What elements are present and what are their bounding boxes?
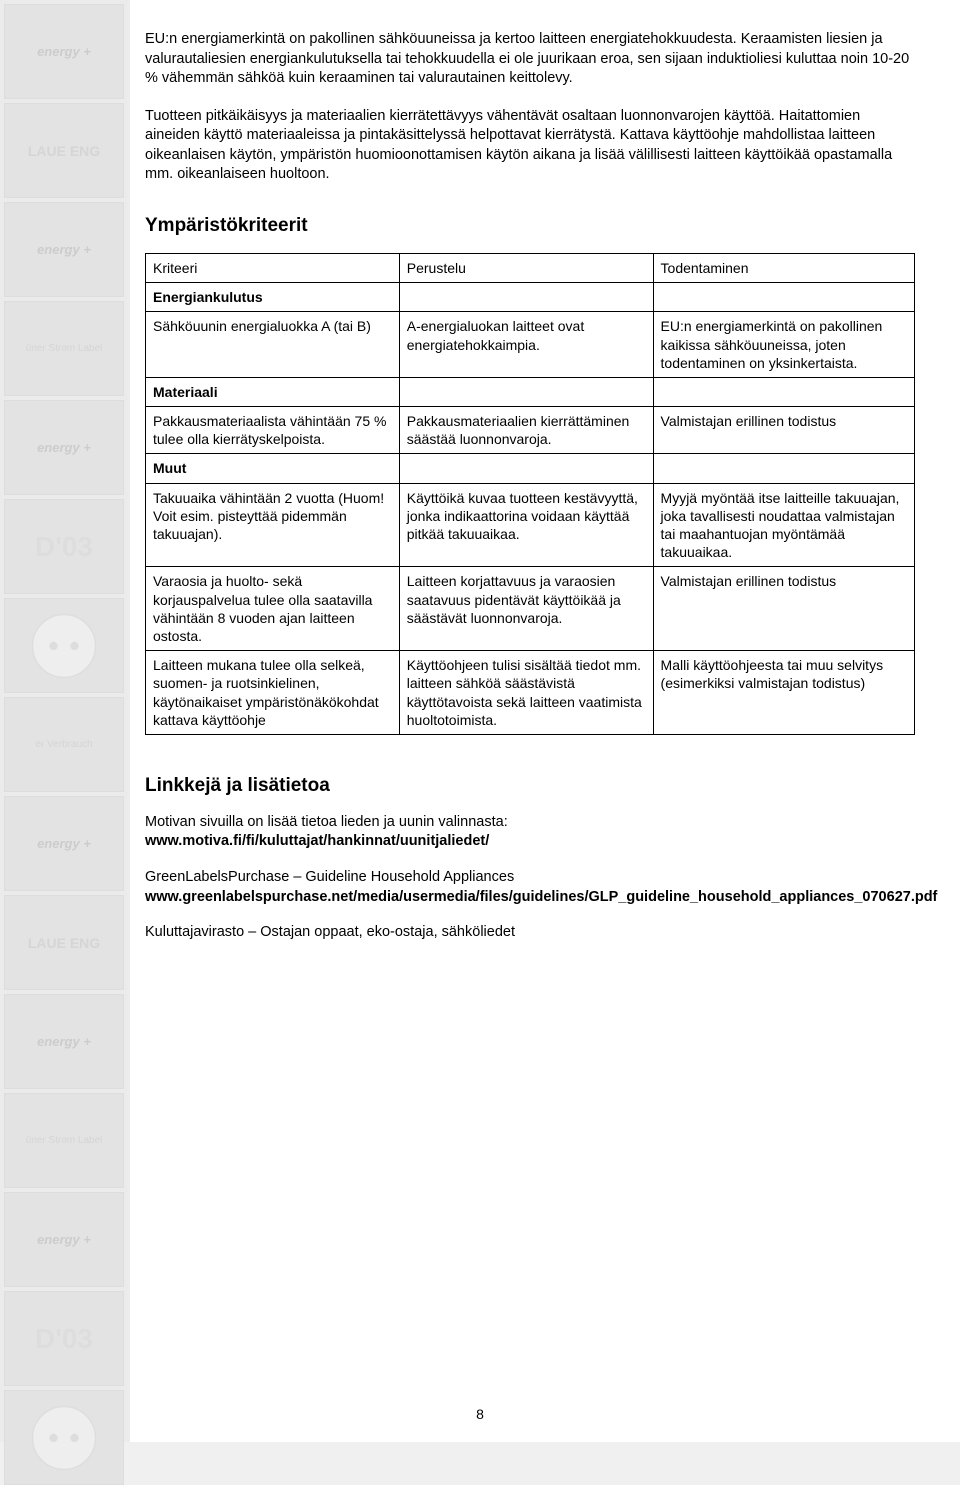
cell-todentaminen: Valmistajan erillinen todistus [653,407,914,454]
cell-kriteeri: Takuuaika vähintään 2 vuotta (Huom! Voit… [146,483,400,567]
cell-perustelu: Laitteen korjattavuus ja varaosien saata… [399,567,653,651]
section-energiankulutus: Energiankulutus [146,283,915,312]
table-row: Laitteen mukana tulee olla selkeä, suome… [146,651,915,735]
links-title: Linkkejä ja lisätietoa [145,775,915,797]
sidebar-logo-blaue: LAUE ENG [4,103,124,198]
intro-para-1: EU:n energiamerkintä on pakollinen sähkö… [145,30,915,89]
sidebar-decorative: energy + LAUE ENG energy + üner Strom La… [0,0,130,1442]
cell-perustelu: Pakkausmateriaalien kierrättäminen sääst… [399,407,653,454]
sidebar-socket-icon [4,598,124,693]
link-glp: GreenLabelsPurchase – Guideline Househol… [145,868,915,907]
link-kuluttajavirasto: Kuluttajavirasto – Ostajan oppaat, eko-o… [145,923,915,943]
sidebar-logo-d03b: D'03 [4,1291,124,1386]
section-label: Muut [146,454,400,483]
cell-perustelu: Käyttöikä kuvaa tuotteen kestävyyttä, jo… [399,483,653,567]
col-todentaminen: Todentaminen [653,253,914,282]
criteria-table: Kriteeri Perustelu Todentaminen Energian… [145,253,915,735]
section-muut: Muut [146,454,915,483]
sidebar-logo-energy3: energy + [4,400,124,495]
link-intro-text: Motivan sivuilla on lisää tietoa lieden … [145,814,508,830]
section-materiaali: Materiaali [146,377,915,406]
cell-perustelu: Käyttöohjeen tulisi sisältää tiedot mm. … [399,651,653,735]
cell-kriteeri: Pakkausmateriaalista vähintään 75 % tule… [146,407,400,454]
sidebar-logo-verbrauch: er Verbrauch [4,697,124,792]
sidebar-logo-d03: D'03 [4,499,124,594]
link-motiva: Motivan sivuilla on lisää tietoa lieden … [145,813,915,852]
cell-todentaminen: EU:n energiamerkintä on pakollinen kaiki… [653,312,914,378]
criteria-title: Ympäristökriteerit [145,215,915,237]
cell-todentaminen: Myyjä myöntää itse laitteille takuuajan,… [653,483,914,567]
cell-todentaminen: Malli käyttöohjeesta tai muu selvitys (e… [653,651,914,735]
sidebar-logo-energy5: energy + [4,994,124,1089]
sidebar-logo-energy2: energy + [4,202,124,297]
sidebar-logo-strom2: üner Strom Label [4,1093,124,1188]
sidebar-logo-energy4: energy + [4,796,124,891]
cell-perustelu: A-energialuokan laitteet ovat energiateh… [399,312,653,378]
cell-kriteeri: Laitteen mukana tulee olla selkeä, suome… [146,651,400,735]
table-row: Pakkausmateriaalista vähintään 75 % tule… [146,407,915,454]
intro-para-2: Tuotteen pitkäikäisyys ja materiaalien k… [145,107,915,185]
col-kriteeri: Kriteeri [146,253,400,282]
sidebar-logo-energy6: energy + [4,1192,124,1287]
main-content: EU:n energiamerkintä on pakollinen sähkö… [145,30,915,959]
cell-todentaminen: Valmistajan erillinen todistus [653,567,914,651]
section-label: Materiaali [146,377,400,406]
sidebar-socket-icon2 [4,1390,124,1485]
table-row: Sähköuunin energialuokka A (tai B) A-ene… [146,312,915,378]
cell-kriteeri: Varaosia ja huolto- sekä korjauspalvelua… [146,567,400,651]
sidebar-logo-blaue2: LAUE ENG [4,895,124,990]
sidebar-logo-energy: energy + [4,4,124,99]
cell-kriteeri: Sähköuunin energialuokka A (tai B) [146,312,400,378]
link-url-motiva: www.motiva.fi/fi/kuluttajat/hankinnat/uu… [145,833,489,849]
table-row: Takuuaika vähintään 2 vuotta (Huom! Voit… [146,483,915,567]
col-perustelu: Perustelu [399,253,653,282]
link-glp-text: GreenLabelsPurchase – Guideline Househol… [145,869,514,885]
table-row: Varaosia ja huolto- sekä korjauspalvelua… [146,567,915,651]
table-header-row: Kriteeri Perustelu Todentaminen [146,253,915,282]
section-label: Energiankulutus [146,283,400,312]
links-body: Motivan sivuilla on lisää tietoa lieden … [145,813,915,943]
sidebar-logo-strom: üner Strom Label [4,301,124,396]
link-url-glp: www.greenlabelspurchase.net/media/userme… [145,889,937,905]
page-number: 8 [476,1406,484,1422]
